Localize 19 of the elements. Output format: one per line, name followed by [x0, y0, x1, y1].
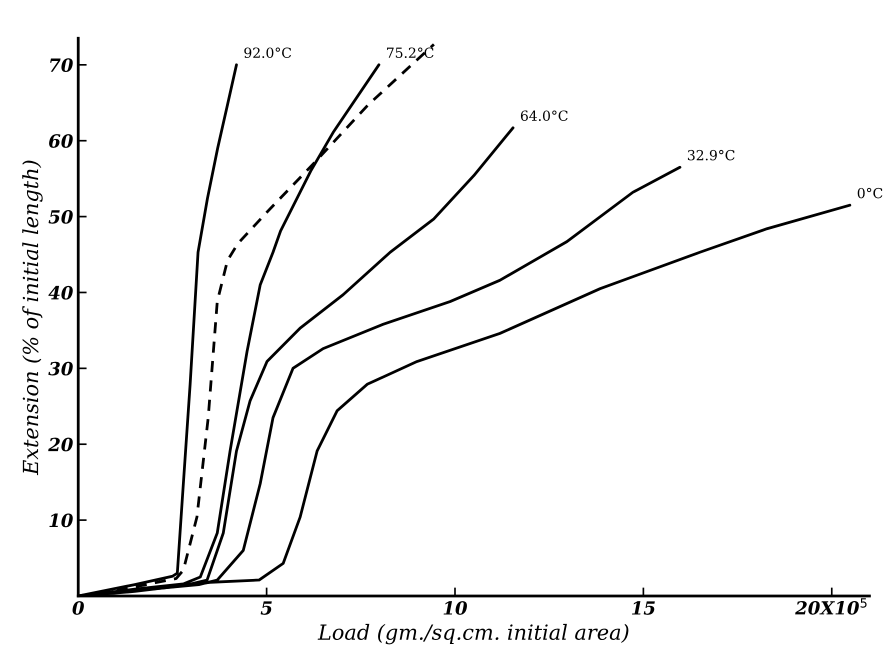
y-tick-label: 20 [48, 438, 73, 452]
x-tick-label: 20X10$^{5}$ [795, 598, 867, 615]
y-tick-label: 40 [48, 286, 73, 300]
series-label: 64.0°C [520, 110, 568, 121]
x-tick-label: 0 [72, 601, 84, 615]
series-label: 0°C [858, 188, 882, 198]
x-tick-label: 10 [444, 601, 467, 615]
y-tick-label: 30 [48, 362, 73, 376]
y-tick-label: 60 [49, 134, 73, 148]
x-axis-title: Load (gm./sq.cm. initial area) [318, 624, 628, 644]
y-axis-title: Extension (% of initial length) [22, 160, 43, 476]
y-tick-label: 50 [48, 210, 73, 224]
y-tick-label: 10 [49, 514, 73, 528]
y-tick-label: 70 [50, 58, 73, 72]
series-label: 92.0°C [244, 47, 292, 58]
series-label: 75.2°C [387, 47, 434, 58]
series-label: 32.9°C [688, 150, 735, 160]
x-tick-label: 15 [632, 601, 655, 615]
x-tick-label: 5 [260, 601, 272, 615]
